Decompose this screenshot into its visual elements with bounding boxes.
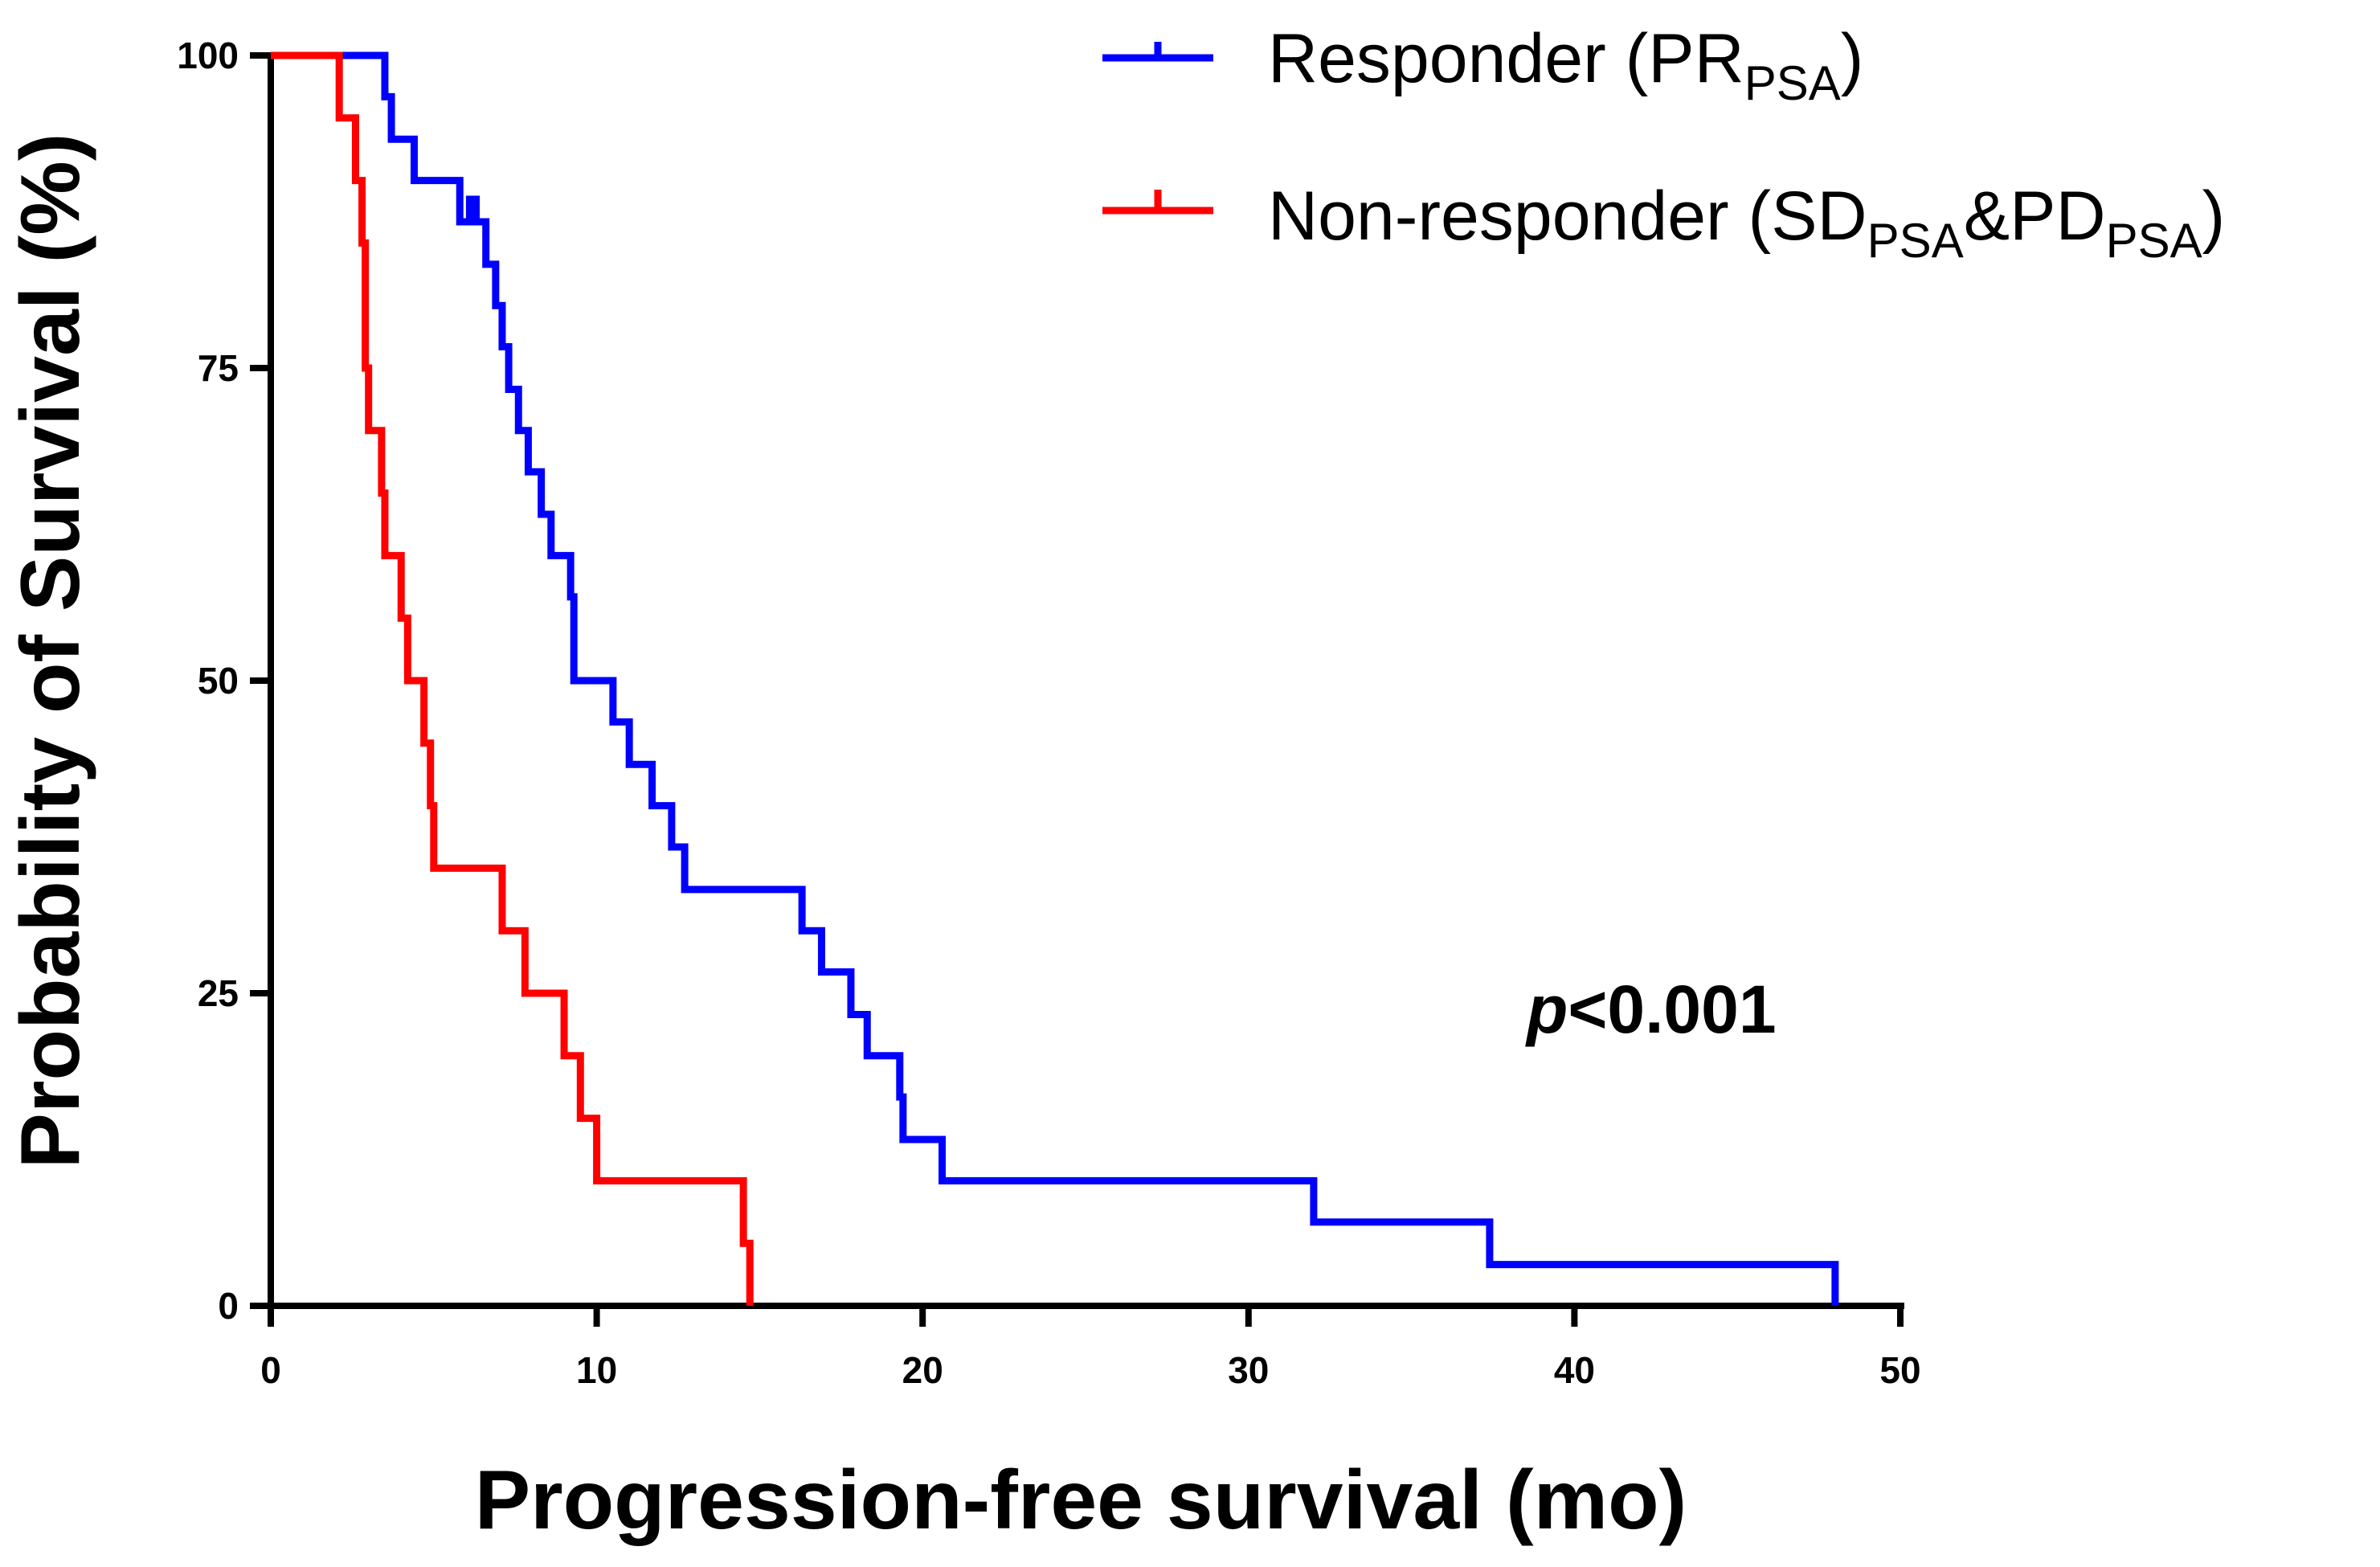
y-tick-label: 75 — [198, 347, 239, 389]
legend-item-non-responder: Non-responder (SDPSA&PDPSA) — [1102, 178, 2225, 268]
legend-label-responder: Responder (PRPSA) — [1268, 20, 1863, 110]
p-value-annotation: p<0.001 — [1525, 972, 1777, 1047]
p-value-text: <0.001 — [1568, 972, 1776, 1047]
x-tick-label: 40 — [1554, 1349, 1595, 1391]
legend-label-responder-main: Responder (PR — [1268, 20, 1744, 97]
y-tick-label: 0 — [218, 1285, 239, 1327]
x-tick-label: 50 — [1879, 1349, 1920, 1391]
series-line-non-responder — [271, 51, 754, 1306]
x-axis-title: Progression-free survival (mo) — [475, 1454, 1687, 1547]
y-tick-label: 25 — [198, 972, 239, 1014]
x-tick-label: 20 — [902, 1349, 943, 1391]
legend-label-non-responder: Non-responder (SDPSA&PDPSA) — [1268, 178, 2225, 268]
p-value-italic: p — [1525, 972, 1568, 1047]
x-ticks: 0 10 20 30 40 50 — [260, 1306, 1921, 1391]
legend-label-responder-sub: PSA — [1744, 56, 1841, 110]
series-line-responder — [271, 51, 1839, 1306]
y-ticks: 0 25 50 75 100 — [177, 35, 271, 1327]
legend-label-non-responder-sub1: PSA — [1867, 214, 1964, 268]
y-tick-label: 100 — [177, 35, 239, 76]
legend-label-responder-end: ) — [1841, 20, 1864, 97]
series-layer — [271, 51, 1839, 1306]
legend: Responder (PRPSA) Non-responder (SDPSA&P… — [1102, 20, 2225, 268]
x-tick-label: 10 — [576, 1349, 617, 1391]
legend-label-non-responder-end: ) — [2202, 178, 2226, 255]
legend-label-non-responder-mid: &PD — [1964, 178, 2106, 255]
x-tick-label: 0 — [260, 1349, 281, 1391]
legend-item-responder: Responder (PRPSA) — [1102, 20, 1863, 110]
legend-label-non-responder-main: Non-responder (SD — [1268, 178, 1867, 255]
legend-label-non-responder-sub2: PSA — [2106, 214, 2202, 268]
x-tick-label: 30 — [1228, 1349, 1269, 1391]
y-tick-label: 50 — [198, 660, 239, 702]
y-axis-title: Probability of Survival (%) — [4, 133, 97, 1169]
